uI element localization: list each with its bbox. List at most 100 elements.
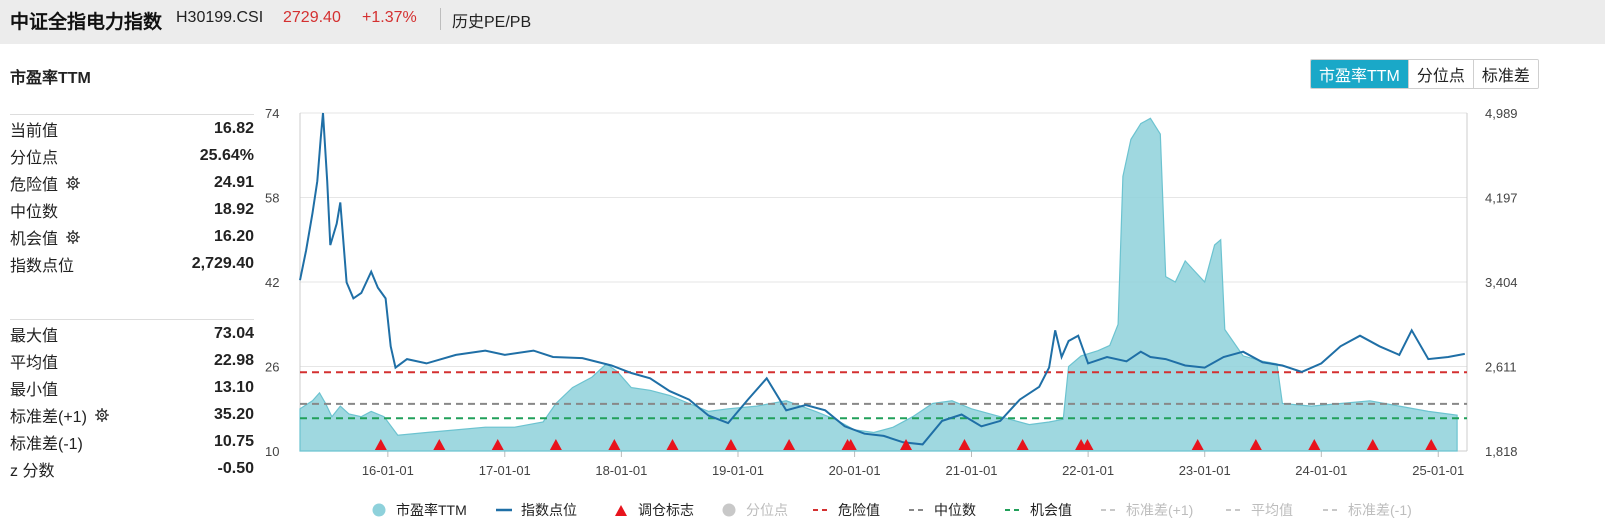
stat-label-wrap: 当前值 <box>10 117 58 141</box>
stat-label: 平均值 <box>10 354 59 372</box>
stat-label: z 分数 <box>10 462 55 480</box>
header-divider <box>440 8 441 30</box>
y-right-tick-label: 4,989 <box>1485 106 1518 121</box>
tab-std-dev[interactable]: 标准差 <box>1472 60 1538 88</box>
stat-label-wrap: 标准差(+1) <box>10 403 109 427</box>
rebalance-marker <box>1366 439 1379 450</box>
rebalance-marker <box>374 439 387 450</box>
legend-dash-icon <box>1005 509 1021 511</box>
stat-label: 最大值 <box>10 327 59 345</box>
y-right-tick-label: 1,818 <box>1485 444 1518 459</box>
legend-label: 指数点位 <box>521 502 577 518</box>
x-tick-label: 22-01-01 <box>1062 463 1114 478</box>
top-bar: 中证全指电力指数 H30199.CSI 2729.40 +1.37% 历史PE/… <box>0 0 1605 44</box>
legend-label: 机会值 <box>1030 502 1072 518</box>
stat-label: 分位点 <box>10 149 59 167</box>
x-tick-label: 16-01-01 <box>362 463 414 478</box>
settings-gear-icon[interactable] <box>66 229 81 244</box>
stat-row: 危险值 24.91 <box>10 169 254 196</box>
settings-gear-icon[interactable] <box>66 175 81 190</box>
rebalance-marker <box>1081 439 1094 450</box>
stat-row: 机会值 16.20 <box>10 223 254 250</box>
stat-row: 分位点 25.64% <box>10 142 254 169</box>
stat-row: 最大值 73.04 <box>10 320 254 347</box>
legend-label: 标准差(-1) <box>1348 502 1412 518</box>
stat-row: 最小值 13.10 <box>10 374 254 401</box>
stat-label-wrap: 标准差(-1) <box>10 430 83 454</box>
x-tick-label: 19-01-01 <box>712 463 764 478</box>
legend-item[interactable]: 市盈率TTM <box>370 500 467 520</box>
stat-row: z 分数 -0.50 <box>10 455 254 482</box>
x-tick-label: 21-01-01 <box>945 463 997 478</box>
stat-value: 13.10 <box>213 378 254 396</box>
tab-percentile[interactable]: 分位点 <box>1407 60 1473 88</box>
x-tick-label: 23-01-01 <box>1179 463 1231 478</box>
stat-row: 标准差(-1) 10.75 <box>10 428 254 455</box>
stat-value: 35.20 <box>213 405 254 423</box>
stat-label: 机会值 <box>10 230 59 248</box>
legend-dash-icon <box>1323 509 1339 511</box>
stat-value: -0.50 <box>217 459 254 477</box>
legend-item[interactable]: 平均值 <box>1225 500 1293 520</box>
stat-label-wrap: 危险值 <box>10 171 81 195</box>
index-level-line <box>299 112 1465 446</box>
stat-label-wrap: 机会值 <box>10 225 81 249</box>
stat-value: 22.98 <box>213 351 254 369</box>
stat-value: 25.64% <box>199 146 254 164</box>
x-tick-label: 18-01-01 <box>595 463 647 478</box>
rebalance-marker <box>783 439 796 450</box>
pe-index-chart: 74 58 42 26 10 4,989 4,197 3,404 2,611 1,818 16-01… <box>265 106 1518 478</box>
legend-item[interactable]: 标准差(-1) <box>1322 500 1412 520</box>
legend-label: 中位数 <box>934 502 976 518</box>
pe-ttm-area <box>299 117 1458 452</box>
index-change: +1.37% <box>362 9 417 26</box>
stat-row: 指数点位 2,729.40 <box>10 250 254 277</box>
legend-item[interactable]: 标准差(+1) <box>1100 500 1193 520</box>
legend-item[interactable]: 危险值 <box>812 500 880 520</box>
index-price: 2729.40 <box>283 9 341 26</box>
index-code: H30199.CSI <box>176 9 264 26</box>
stat-label: 中位数 <box>10 203 59 221</box>
stat-value: 10.75 <box>213 432 254 450</box>
legend-item[interactable]: 指数点位 <box>495 500 577 520</box>
stat-value: 16.82 <box>213 119 254 137</box>
x-tick-label: 20-01-01 <box>829 463 881 478</box>
settings-gear-icon[interactable] <box>94 407 109 422</box>
stat-row: 中位数 18.92 <box>10 196 254 223</box>
rebalance-marker <box>666 439 679 450</box>
stat-value: 24.91 <box>213 173 254 191</box>
legend-item[interactable]: 中位数 <box>908 500 976 520</box>
stat-value: 2,729.40 <box>191 254 254 272</box>
y-right-tick-label: 4,197 <box>1485 191 1518 206</box>
legend-dash-icon <box>813 509 829 511</box>
rebalance-marker <box>433 439 446 450</box>
stat-row: 当前值 16.82 <box>10 115 254 142</box>
x-tick-label: 17-01-01 <box>479 463 531 478</box>
y-left-tick-label: 58 <box>265 191 279 206</box>
rebalance-marker <box>844 439 857 450</box>
legend-item[interactable]: 调仓标志 <box>612 500 694 520</box>
stat-label-wrap: 最小值 <box>10 376 58 400</box>
rebalance-marker <box>1308 439 1321 450</box>
x-tick-label: 24-01-01 <box>1295 463 1347 478</box>
legend-label: 调仓标志 <box>638 502 694 518</box>
rebalance-marker <box>1249 439 1262 450</box>
stat-label: 指数点位 <box>10 257 75 275</box>
y-right-tick-label: 2,611 <box>1485 360 1517 375</box>
stat-label: 当前值 <box>10 122 59 140</box>
y-left-tick-label: 26 <box>265 360 279 375</box>
y-left-tick-label: 10 <box>265 444 279 459</box>
legend-item[interactable]: 分位点 <box>720 500 788 520</box>
stats-panel-summary: 最大值 73.04 平均值 22.98 最小值 13.10 标准差(+1) 35.20 标准差(… <box>10 319 254 482</box>
rebalance-marker <box>608 439 621 450</box>
metric-tabs: 市盈率TTM 分位点 标准差 <box>1310 59 1539 89</box>
stat-label-wrap: 最大值 <box>10 322 58 346</box>
chart-legend: 市盈率TTM 指数点位 调仓标志 分位点 危险值 中位数 机会值 标准差(+1) 平均值 标准差(… <box>0 498 1605 522</box>
legend-label: 市盈率TTM <box>396 502 467 518</box>
tab-pe-ttm[interactable]: 市盈率TTM <box>1311 60 1408 88</box>
history-pe-pb-link[interactable]: 历史PE/PB <box>452 14 532 31</box>
legend-item[interactable]: 机会值 <box>1004 500 1072 520</box>
legend-label: 标准差(+1) <box>1126 502 1194 518</box>
legend-triangle-icon <box>615 505 627 516</box>
stat-label: 危险值 <box>10 176 59 194</box>
